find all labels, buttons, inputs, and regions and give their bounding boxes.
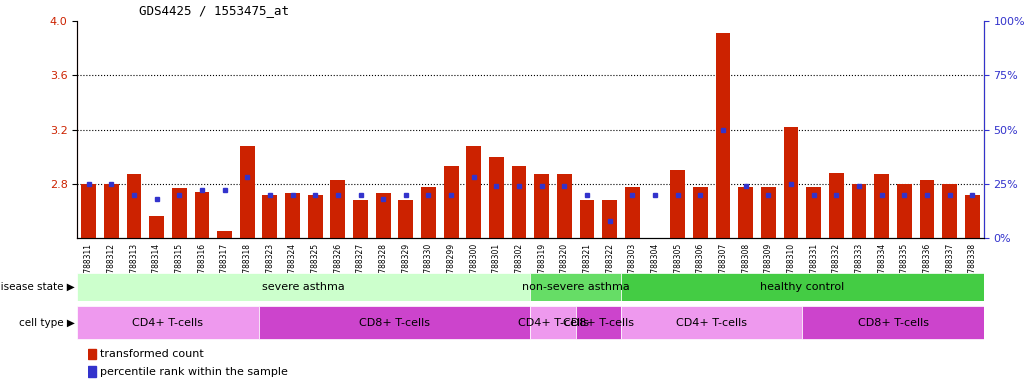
Text: CD4+ T-cells: CD4+ T-cells [518, 318, 588, 328]
Bar [104, 184, 118, 238]
Bar [671, 170, 685, 238]
Bar [603, 200, 617, 238]
Bar [897, 184, 912, 238]
Bar [852, 184, 866, 238]
Bar [285, 193, 300, 238]
Bar [217, 231, 232, 238]
Bar [530, 273, 621, 301]
Text: disease state ▶: disease state ▶ [0, 282, 75, 292]
Text: non-severe asthma: non-severe asthma [522, 282, 629, 292]
Bar [580, 200, 594, 238]
Bar [535, 174, 549, 238]
Bar [625, 187, 640, 238]
Text: CD8+ T-cells: CD8+ T-cells [359, 318, 430, 328]
Bar [784, 127, 798, 238]
Bar [88, 349, 96, 359]
Bar [806, 187, 821, 238]
Text: CD4+ T-cells: CD4+ T-cells [133, 318, 203, 328]
Bar [576, 306, 621, 339]
Bar [693, 187, 708, 238]
Bar [965, 195, 980, 238]
Text: CD8+ T-cells: CD8+ T-cells [858, 318, 928, 328]
Bar [621, 273, 984, 301]
Text: GDS4425 / 1553475_at: GDS4425 / 1553475_at [139, 4, 289, 17]
Bar [195, 192, 209, 238]
Bar [399, 200, 413, 238]
Text: percentile rank within the sample: percentile rank within the sample [100, 366, 288, 377]
Bar [353, 200, 368, 238]
Bar [920, 180, 934, 238]
Bar [88, 366, 96, 377]
Bar [308, 195, 322, 238]
Bar [512, 166, 526, 238]
Bar [421, 187, 436, 238]
Bar [802, 306, 984, 339]
Bar [77, 273, 530, 301]
Bar [259, 306, 530, 339]
Bar [530, 306, 576, 339]
Bar [127, 174, 141, 238]
Bar [77, 306, 259, 339]
Bar [81, 184, 96, 238]
Bar [621, 306, 802, 339]
Text: CD8+ T-cells: CD8+ T-cells [563, 318, 633, 328]
Bar [829, 173, 844, 238]
Bar [467, 146, 481, 238]
Bar [376, 193, 390, 238]
Bar [761, 187, 776, 238]
Text: severe asthma: severe asthma [263, 282, 345, 292]
Bar [557, 174, 572, 238]
Bar [489, 157, 504, 238]
Text: transformed count: transformed count [100, 349, 204, 359]
Bar [716, 33, 730, 238]
Bar [240, 146, 254, 238]
Text: cell type ▶: cell type ▶ [20, 318, 75, 328]
Bar [874, 174, 889, 238]
Bar [942, 184, 957, 238]
Bar [172, 188, 186, 238]
Bar [149, 216, 164, 238]
Text: CD4+ T-cells: CD4+ T-cells [677, 318, 747, 328]
Bar [331, 180, 345, 238]
Bar [444, 166, 458, 238]
Bar [263, 195, 277, 238]
Text: healthy control: healthy control [760, 282, 845, 292]
Bar [739, 187, 753, 238]
